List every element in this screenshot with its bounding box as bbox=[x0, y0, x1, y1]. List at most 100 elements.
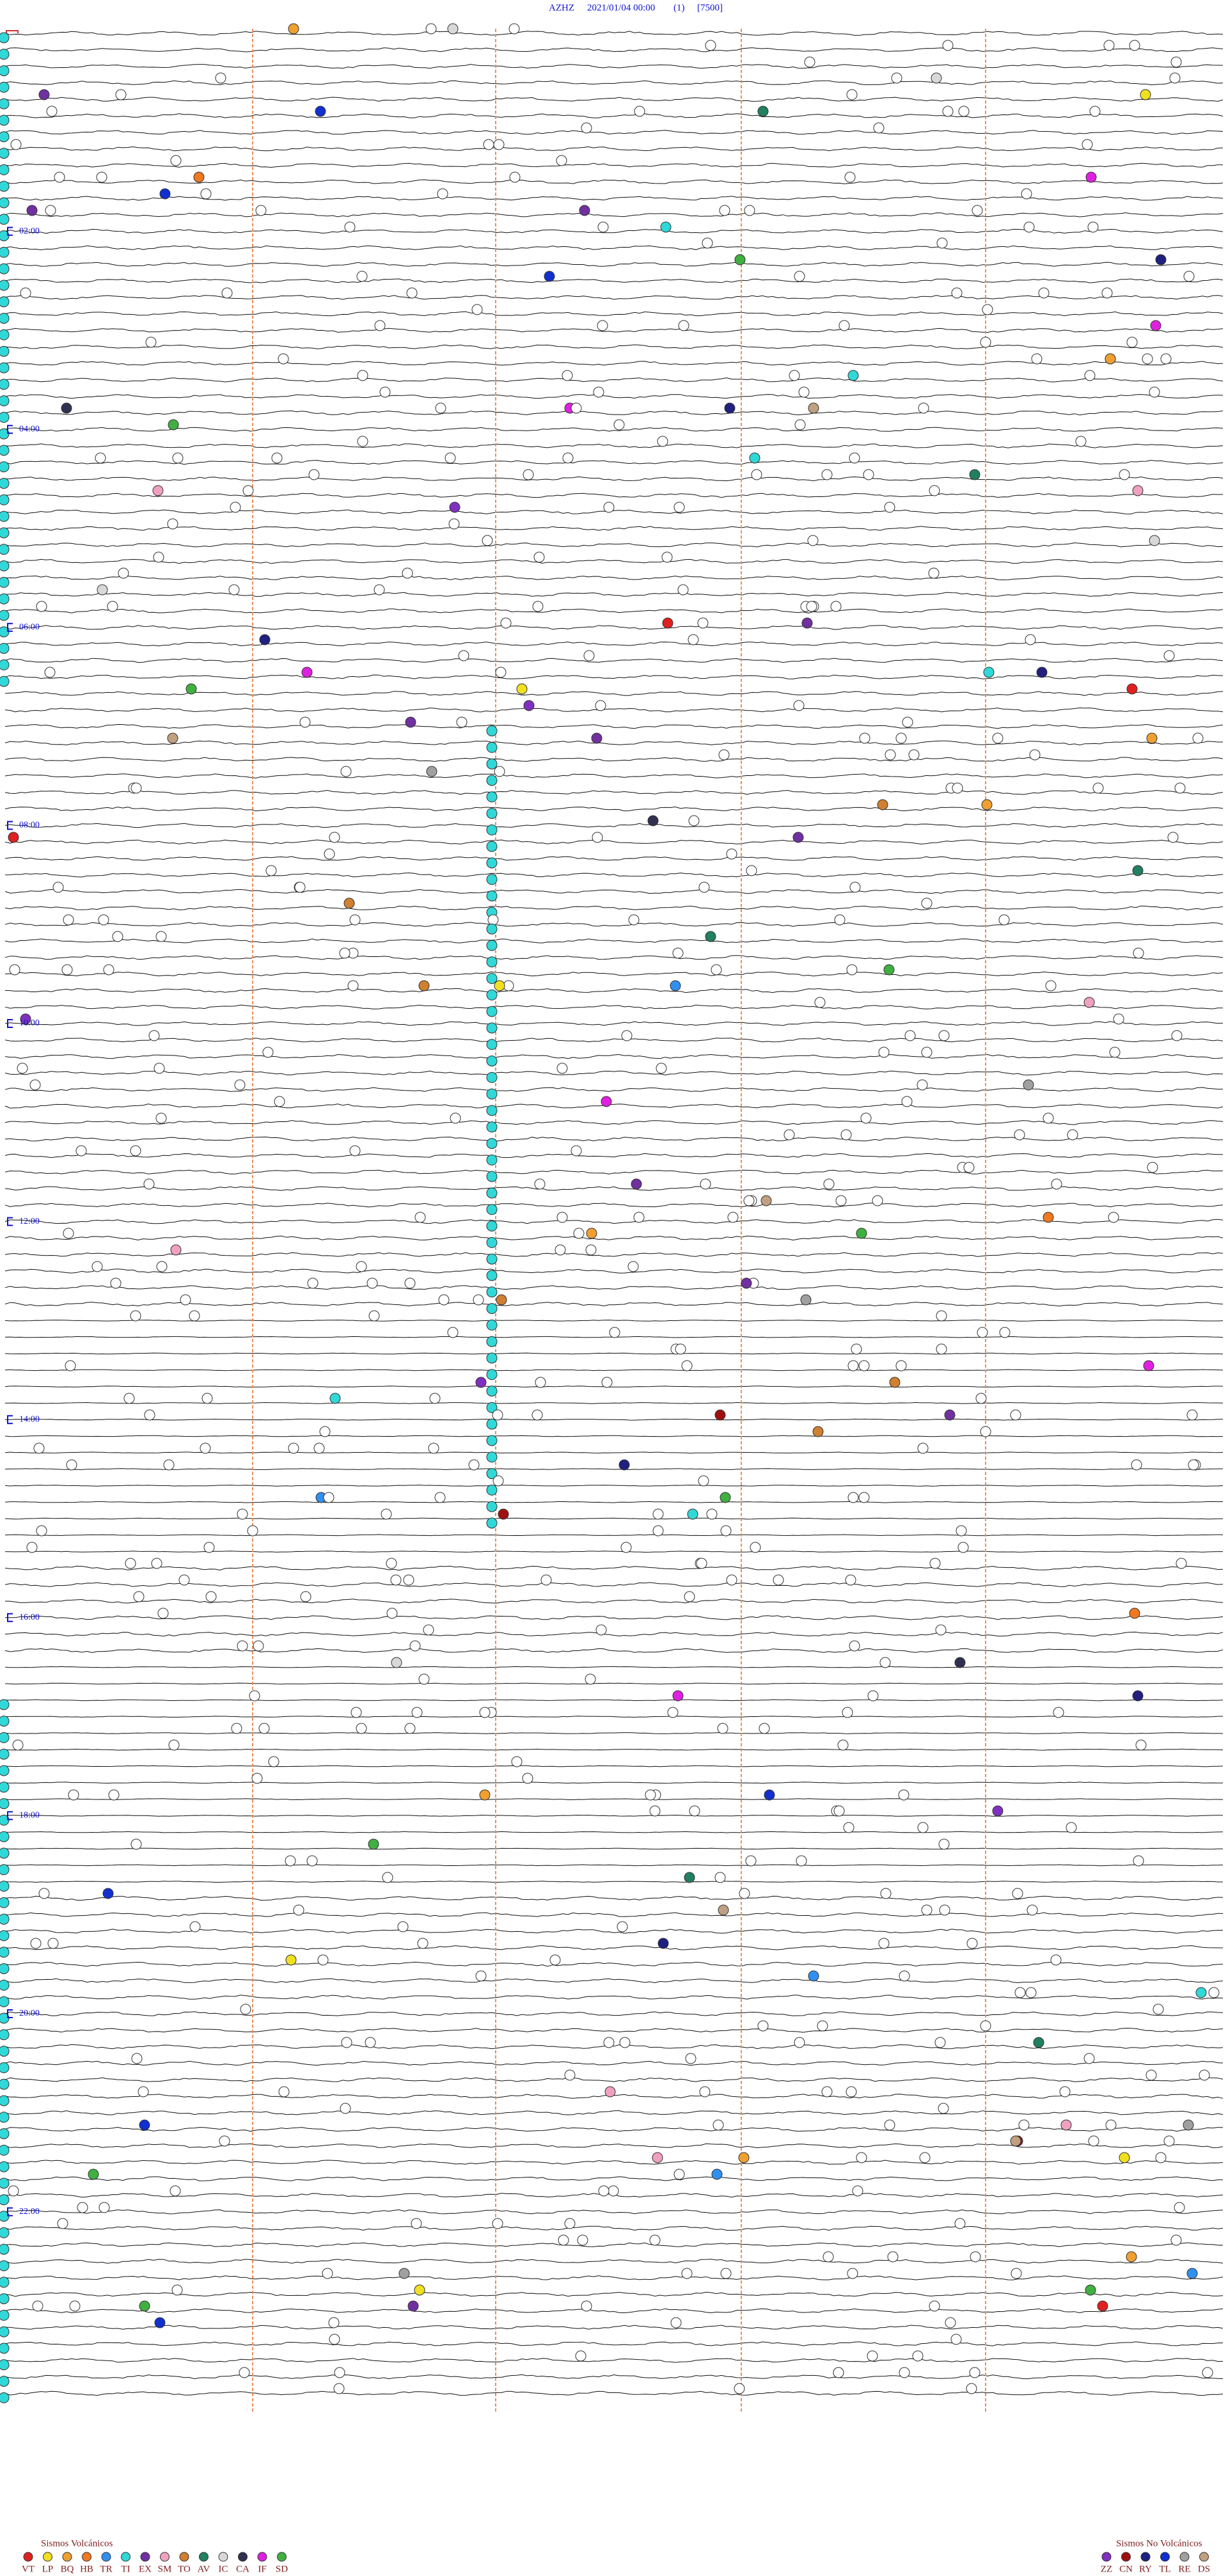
event bbox=[219, 2135, 230, 2147]
event bbox=[329, 1393, 341, 1404]
trace bbox=[4, 558, 1224, 564]
event bbox=[237, 1508, 248, 1520]
event bbox=[1085, 2284, 1096, 2296]
event bbox=[486, 1055, 498, 1067]
event bbox=[843, 1822, 854, 1833]
event bbox=[858, 1360, 870, 1371]
event bbox=[36, 1525, 47, 1537]
event bbox=[833, 1805, 845, 1817]
event bbox=[482, 535, 493, 546]
event bbox=[954, 2218, 966, 2229]
event bbox=[718, 1904, 729, 1916]
event bbox=[486, 1138, 498, 1150]
trace bbox=[4, 1120, 1224, 1125]
event bbox=[0, 2144, 10, 2156]
trace bbox=[4, 608, 1224, 613]
event bbox=[112, 931, 123, 942]
event bbox=[357, 370, 368, 381]
event bbox=[1183, 271, 1195, 282]
trace bbox=[4, 1847, 1224, 1850]
trace bbox=[4, 691, 1224, 696]
event bbox=[533, 551, 545, 563]
trace bbox=[4, 1881, 1223, 1883]
event bbox=[950, 2334, 962, 2345]
event bbox=[891, 72, 902, 84]
event bbox=[486, 1039, 498, 1050]
event bbox=[0, 1716, 10, 1727]
event bbox=[486, 1402, 498, 1413]
event bbox=[969, 469, 980, 480]
event bbox=[597, 221, 609, 233]
event bbox=[1146, 732, 1158, 744]
event bbox=[0, 527, 10, 539]
event bbox=[657, 1938, 669, 1949]
event bbox=[496, 1294, 507, 1306]
event bbox=[966, 1938, 978, 1949]
event bbox=[1132, 485, 1144, 496]
event bbox=[486, 1319, 498, 1331]
event bbox=[1023, 221, 1035, 233]
event bbox=[486, 741, 498, 753]
event bbox=[751, 469, 762, 480]
event bbox=[483, 139, 494, 150]
event bbox=[486, 758, 498, 770]
event bbox=[878, 1047, 890, 1058]
event bbox=[0, 164, 10, 175]
event bbox=[792, 832, 804, 843]
event bbox=[293, 1904, 304, 1916]
event bbox=[750, 1542, 761, 1553]
event bbox=[98, 914, 109, 926]
event bbox=[620, 1542, 632, 1553]
event bbox=[660, 221, 672, 233]
event bbox=[404, 1277, 416, 1289]
event bbox=[0, 2343, 10, 2354]
event bbox=[895, 732, 907, 744]
event bbox=[966, 2383, 977, 2394]
event bbox=[357, 436, 368, 447]
event bbox=[817, 2020, 828, 2032]
event bbox=[54, 171, 65, 183]
event bbox=[1109, 1047, 1121, 1058]
event bbox=[531, 1409, 543, 1421]
trace bbox=[4, 2077, 1224, 2082]
event bbox=[992, 1805, 1004, 1817]
event bbox=[921, 1047, 933, 1058]
event bbox=[0, 2309, 10, 2321]
event bbox=[0, 2128, 10, 2140]
trace bbox=[4, 1418, 1224, 1421]
legend-code: SM bbox=[158, 2564, 172, 2574]
legend-code: ZZ bbox=[1101, 2564, 1112, 2574]
event bbox=[1050, 1954, 1062, 1966]
event bbox=[155, 1112, 167, 1124]
event bbox=[696, 1558, 707, 1569]
header: AZHZ 2021/01/04 00:00 (1) [7500] bbox=[549, 3, 723, 13]
trace bbox=[4, 509, 1224, 515]
event bbox=[0, 2392, 10, 2403]
event bbox=[681, 2268, 693, 2279]
event bbox=[980, 2020, 991, 2032]
legend-swatch bbox=[238, 2552, 248, 2562]
event bbox=[0, 2161, 10, 2172]
event bbox=[133, 1591, 145, 1602]
event bbox=[1084, 370, 1096, 381]
event bbox=[917, 1822, 929, 1833]
trace bbox=[4, 1021, 1224, 1026]
event bbox=[0, 494, 10, 505]
event bbox=[856, 2152, 867, 2163]
event bbox=[0, 1897, 10, 1908]
event bbox=[738, 2152, 750, 2163]
event bbox=[1171, 1030, 1183, 1041]
event bbox=[0, 1699, 10, 1711]
event bbox=[673, 502, 685, 513]
event bbox=[52, 881, 64, 893]
event bbox=[627, 1261, 639, 1272]
event bbox=[0, 510, 10, 522]
time-label: 16:00 bbox=[19, 1613, 40, 1622]
event bbox=[434, 1492, 446, 1503]
event bbox=[0, 610, 10, 621]
event bbox=[1160, 353, 1172, 365]
event bbox=[486, 874, 498, 885]
event bbox=[423, 1624, 434, 1636]
event bbox=[734, 2383, 745, 2394]
event bbox=[0, 544, 10, 555]
